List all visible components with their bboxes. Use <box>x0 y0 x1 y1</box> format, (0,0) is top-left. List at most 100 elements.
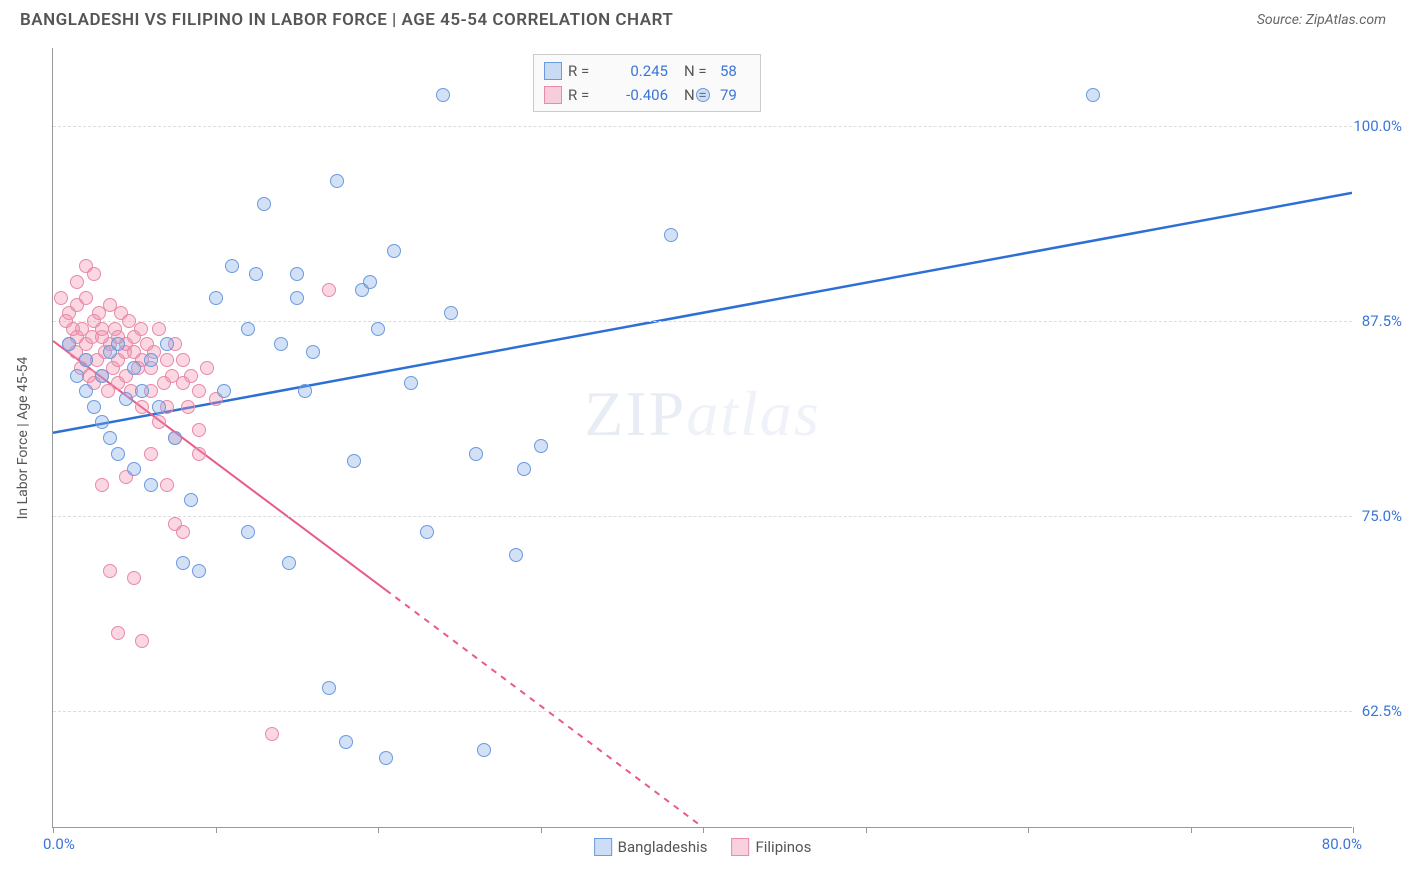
legend-stats-box: R = 0.245 N = 58 R = -0.406 N = 79 <box>533 54 761 112</box>
gridline <box>53 126 1352 127</box>
data-point-filipino <box>103 564 117 578</box>
data-point-filipino <box>192 423 206 437</box>
x-tick <box>1191 827 1192 833</box>
y-tick-label: 87.5% <box>1342 312 1402 330</box>
data-point-bangladeshi <box>696 88 710 102</box>
data-point-bangladeshi <box>330 174 344 188</box>
data-point-bangladeshi <box>103 431 117 445</box>
data-point-filipino <box>184 369 198 383</box>
data-point-filipino <box>192 384 206 398</box>
data-point-bangladeshi <box>135 384 149 398</box>
data-point-bangladeshi <box>290 291 304 305</box>
source-text: Source: ZipAtlas.com <box>1257 12 1386 28</box>
data-point-bangladeshi <box>363 275 377 289</box>
legend-row-bangladeshi: R = 0.245 N = 58 <box>544 59 750 83</box>
data-point-bangladeshi <box>517 462 531 476</box>
data-point-bangladeshi <box>387 244 401 258</box>
r-value-bangladeshi: 0.245 <box>608 62 668 80</box>
swatch-blue-icon <box>544 62 562 80</box>
data-point-bangladeshi <box>477 743 491 757</box>
data-point-bangladeshi <box>404 376 418 390</box>
data-point-bangladeshi <box>184 493 198 507</box>
data-point-bangladeshi <box>444 306 458 320</box>
data-point-filipino <box>95 322 109 336</box>
x-tick <box>541 827 542 833</box>
gridline <box>53 516 1352 517</box>
data-point-bangladeshi <box>379 751 393 765</box>
r-label: R = <box>568 62 602 80</box>
data-point-bangladeshi <box>70 369 84 383</box>
data-point-bangladeshi <box>306 345 320 359</box>
data-point-filipino <box>152 415 166 429</box>
data-point-bangladeshi <box>241 322 255 336</box>
legend-item-bangladeshi: Bangladeshis <box>594 838 708 856</box>
data-point-filipino <box>135 634 149 648</box>
data-point-bangladeshi <box>79 353 93 367</box>
legend-label-bangladeshi: Bangladeshis <box>618 838 708 856</box>
gridline <box>53 711 1352 712</box>
n-value-filipino: 79 <box>720 86 750 104</box>
data-point-filipino <box>176 525 190 539</box>
data-point-filipino <box>152 322 166 336</box>
data-point-bangladeshi <box>119 392 133 406</box>
legend-row-filipino: R = -0.406 N = 79 <box>544 83 750 107</box>
x-tick <box>703 827 704 833</box>
data-point-bangladeshi <box>79 384 93 398</box>
data-point-filipino <box>181 400 195 414</box>
data-point-bangladeshi <box>152 400 166 414</box>
data-point-bangladeshi <box>95 415 109 429</box>
data-point-bangladeshi <box>111 337 125 351</box>
x-tick <box>1028 827 1029 833</box>
data-point-bangladeshi <box>347 454 361 468</box>
data-point-filipino <box>322 283 336 297</box>
x-tick-last: 80.0% <box>1322 835 1362 853</box>
data-point-bangladeshi <box>664 228 678 242</box>
data-point-filipino <box>135 400 149 414</box>
r-value-filipino: -0.406 <box>608 86 668 104</box>
n-value-bangladeshi: 58 <box>720 62 750 80</box>
data-point-filipino <box>160 353 174 367</box>
r-label: R = <box>568 86 602 104</box>
data-point-bangladeshi <box>322 681 336 695</box>
data-point-filipino <box>111 626 125 640</box>
legend-series-box: Bangladeshis Filipinos <box>594 838 812 856</box>
y-tick-label: 75.0% <box>1342 507 1402 525</box>
data-point-bangladeshi <box>176 556 190 570</box>
data-point-bangladeshi <box>160 337 174 351</box>
y-tick-label: 100.0% <box>1342 117 1402 135</box>
legend-label-filipino: Filipinos <box>755 838 811 856</box>
data-point-bangladeshi <box>509 548 523 562</box>
data-point-bangladeshi <box>339 735 353 749</box>
data-point-filipino <box>160 478 174 492</box>
y-tick-label: 62.5% <box>1342 702 1402 720</box>
data-point-bangladeshi <box>298 384 312 398</box>
data-point-filipino <box>144 447 158 461</box>
data-point-filipino <box>95 478 109 492</box>
data-point-bangladeshi <box>62 337 76 351</box>
data-point-bangladeshi <box>257 197 271 211</box>
data-point-filipino <box>192 447 206 461</box>
data-point-bangladeshi <box>217 384 231 398</box>
data-point-bangladeshi <box>225 259 239 273</box>
x-tick <box>216 827 217 833</box>
data-point-bangladeshi <box>241 525 255 539</box>
data-point-bangladeshi <box>1086 88 1100 102</box>
data-point-filipino <box>134 322 148 336</box>
data-point-bangladeshi <box>95 369 109 383</box>
data-point-bangladeshi <box>209 291 223 305</box>
data-point-filipino <box>265 727 279 741</box>
data-point-bangladeshi <box>274 337 288 351</box>
data-point-bangladeshi <box>127 361 141 375</box>
x-tick-first: 0.0% <box>43 835 75 853</box>
data-point-filipino <box>87 267 101 281</box>
data-point-bangladeshi <box>290 267 304 281</box>
data-point-bangladeshi <box>192 564 206 578</box>
data-point-bangladeshi <box>168 431 182 445</box>
data-point-bangladeshi <box>282 556 296 570</box>
x-tick <box>53 827 54 833</box>
data-point-filipino <box>176 353 190 367</box>
data-point-filipino <box>70 275 84 289</box>
data-point-bangladeshi <box>534 439 548 453</box>
data-point-filipino <box>200 361 214 375</box>
x-tick <box>1353 827 1354 833</box>
